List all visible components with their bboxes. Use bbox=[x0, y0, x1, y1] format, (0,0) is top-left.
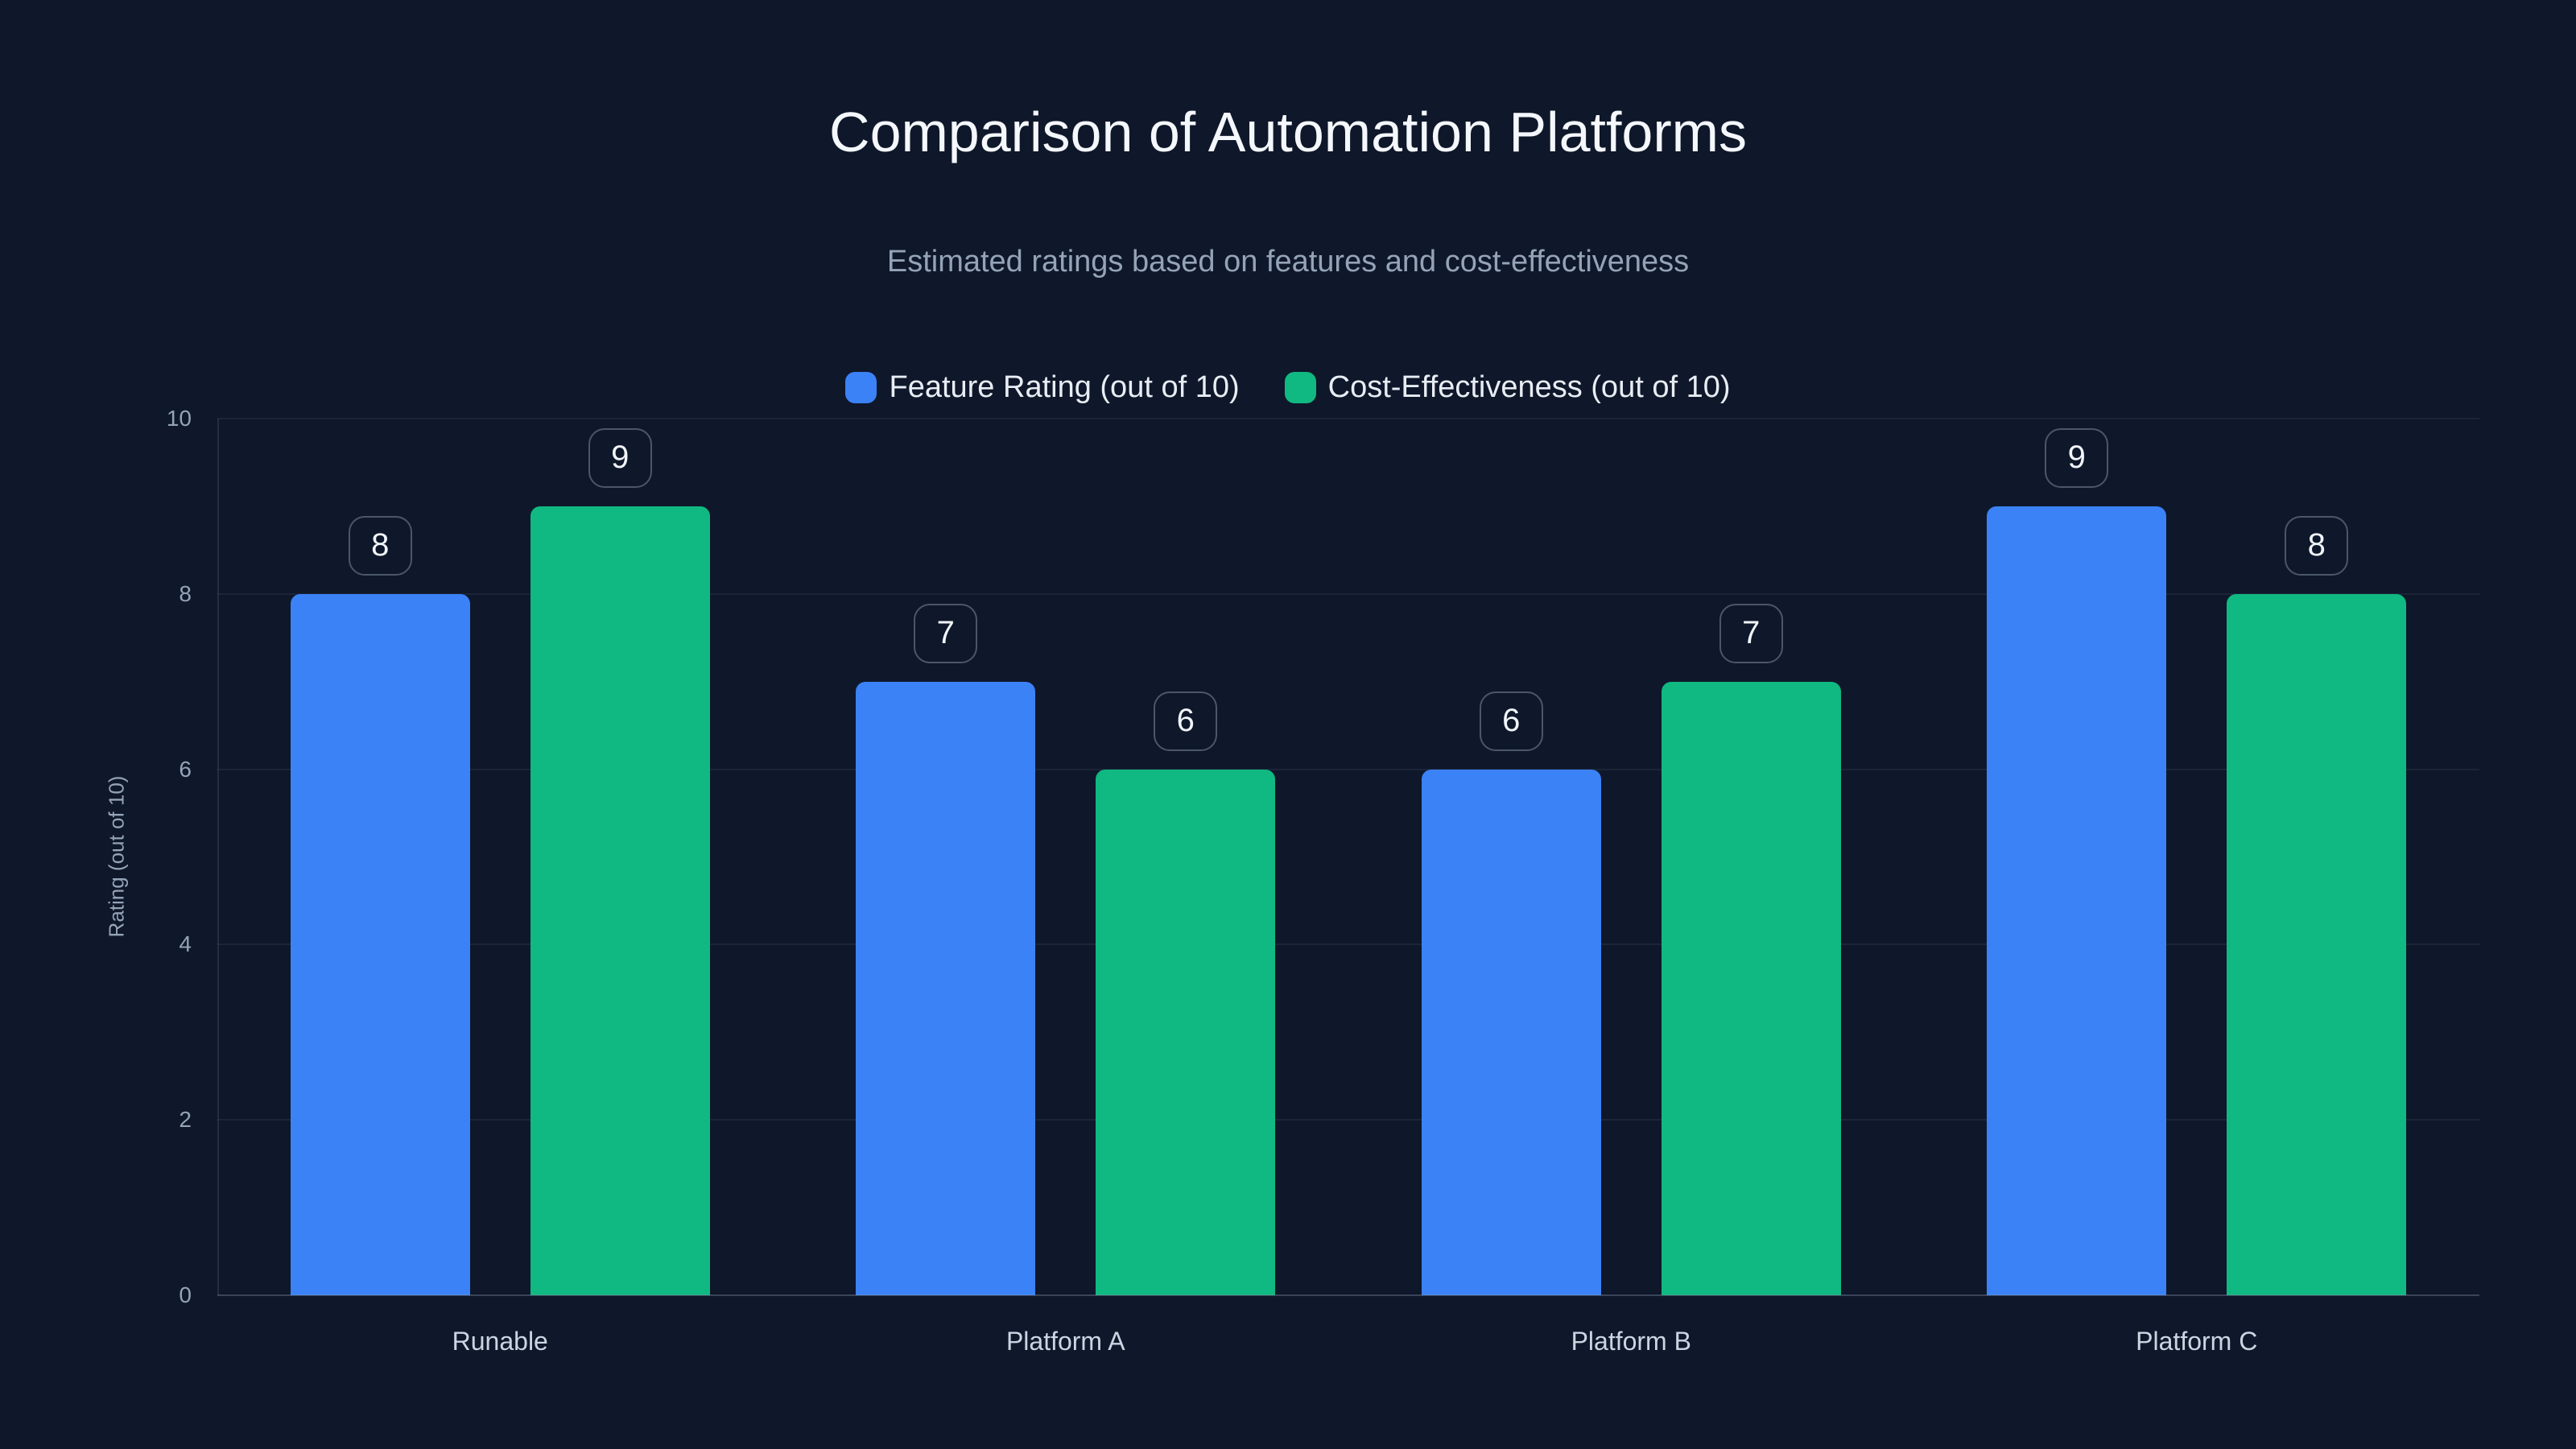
bar-value-badge: 8 bbox=[2285, 515, 2349, 576]
legend: Feature Rating (out of 10) Cost-Effective… bbox=[0, 369, 2576, 406]
bar-runable-series-1[interactable] bbox=[530, 506, 710, 1295]
bar-value-badge: 7 bbox=[1719, 603, 1783, 663]
gridline-y-6 bbox=[217, 768, 2479, 770]
gridline-y-4 bbox=[217, 943, 2479, 946]
x-axis-line bbox=[217, 1294, 2479, 1296]
chart-title: Comparison of Automation Platforms bbox=[829, 101, 1747, 163]
legend-item-1[interactable]: Cost-Effectiveness (out of 10) bbox=[1284, 369, 1731, 406]
y-tick-label-10: 10 bbox=[166, 406, 192, 431]
gridline-y-0 bbox=[217, 1294, 2479, 1296]
category-label-runable: Runable bbox=[452, 1327, 548, 1356]
bar-value-badge: 6 bbox=[1479, 691, 1543, 751]
y-axis-title: Rating (out of 10) bbox=[104, 775, 129, 938]
legend-label: Cost-Effectiveness (out of 10) bbox=[1327, 370, 1731, 404]
y-tick-label-4: 4 bbox=[179, 931, 192, 957]
y-tick-label-2: 2 bbox=[179, 1107, 192, 1133]
plot-area: 8 9 7 6 6 7 9 8 bbox=[217, 418, 2479, 1296]
legend-swatch-icon bbox=[1284, 371, 1316, 403]
bar-platform-b-series-0[interactable] bbox=[1421, 769, 1601, 1295]
category-label-platform-b: Platform B bbox=[1571, 1327, 1691, 1356]
bar-value-badge: 8 bbox=[348, 515, 412, 576]
category-label-platform-a: Platform A bbox=[1005, 1327, 1125, 1356]
bar-platform-a-series-0[interactable] bbox=[856, 681, 1036, 1295]
category-label-platform-c: Platform C bbox=[2136, 1327, 2258, 1356]
gridline-y-10 bbox=[217, 418, 2479, 419]
y-tick-label-6: 6 bbox=[179, 756, 192, 782]
bar-platform-c-series-0[interactable] bbox=[1987, 506, 2167, 1295]
bar-platform-c-series-1[interactable] bbox=[2227, 593, 2407, 1295]
gridline-y-8 bbox=[217, 592, 2479, 595]
bar-value-badge: 9 bbox=[588, 427, 652, 488]
y-axis-line bbox=[217, 419, 219, 1295]
gridline-y-2 bbox=[217, 1119, 2479, 1121]
legend-label: Feature Rating (out of 10) bbox=[889, 370, 1240, 404]
bar-platform-a-series-1[interactable] bbox=[1096, 769, 1276, 1295]
bar-runable-series-0[interactable] bbox=[290, 593, 470, 1295]
chart-subtitle: Estimated ratings based on features and … bbox=[886, 245, 1690, 279]
legend-swatch-icon bbox=[845, 371, 877, 403]
y-tick-label-0: 0 bbox=[179, 1282, 192, 1307]
y-tick-label-8: 8 bbox=[179, 580, 192, 606]
bar-platform-b-series-1[interactable] bbox=[1661, 681, 1841, 1295]
bar-value-badge: 9 bbox=[2045, 427, 2109, 488]
legend-item-0[interactable]: Feature Rating (out of 10) bbox=[845, 369, 1240, 406]
bar-value-badge: 7 bbox=[914, 603, 978, 663]
bar-value-badge: 6 bbox=[1154, 691, 1218, 751]
